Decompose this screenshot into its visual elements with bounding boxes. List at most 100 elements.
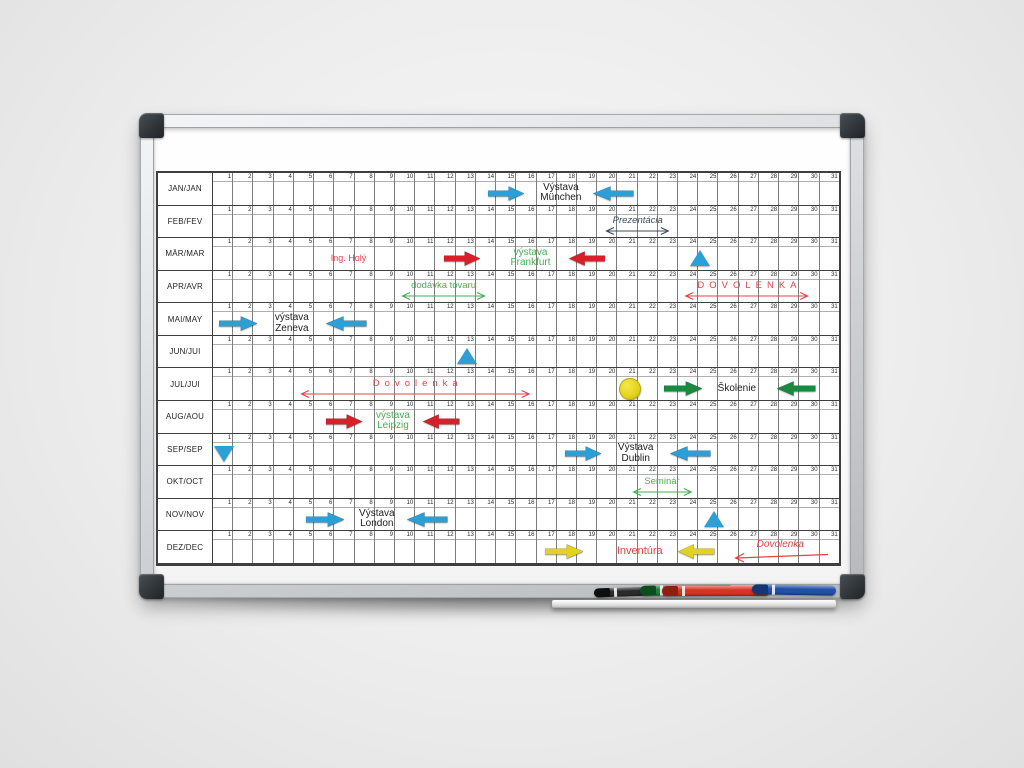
day-cell: 21 [617,433,638,466]
day-cell: 17 [536,335,557,368]
day-number: 7 [334,499,354,508]
day-number: 1 [213,466,233,476]
day-number: 28 [758,499,779,508]
day-cell: 2 [233,303,254,335]
day-cell: 26 [718,433,739,466]
day-number: 26 [718,531,738,541]
whiteboard-surface: JAN/JAN 1 2 3 4 5 6 7 8 9 10 11 12 13 14 15 16 17 18 19 20 21… [154,128,850,584]
day-number: 1 [213,499,233,508]
day-number: 16 [516,303,536,313]
day-cell: 25 [698,270,719,303]
day-cell: 6 [314,498,335,531]
day-cell: 1 [213,335,234,368]
day-cell: 31 [819,238,839,270]
day-cell: 13 [455,270,476,303]
day-cell: 14 [475,531,497,563]
day-cell: 2 [233,238,254,270]
day-cell: 16 [516,238,537,270]
day-cell: 20 [597,531,618,563]
day-cell: 30 [799,466,820,498]
day-number: 9 [374,238,394,248]
day-cell: 10 [394,238,416,270]
day-number: 21 [617,173,637,182]
day-cell: 9 [374,205,395,238]
day-number: 17 [536,434,556,443]
day-cell: 19 [576,173,598,205]
day-cell: 21 [617,205,638,238]
day-number: 28 [758,401,779,411]
day-columns: 1 2 3 4 5 6 7 8 9 10 11 12 13 14 15 16 17 18 19 20 21 22 23 24 2… [213,368,839,401]
day-cell: 7 [334,335,355,368]
day-number: 6 [314,434,334,443]
day-cell: 29 [779,531,800,563]
day-number: 25 [698,303,718,313]
day-cell: 2 [233,498,254,531]
day-cell: 22 [637,466,658,498]
day-number: 21 [617,206,637,215]
day-cell: 29 [779,335,800,368]
day-cell: 30 [799,303,820,335]
day-cell: 28 [758,335,780,368]
day-cell: 30 [799,498,820,531]
day-cell: 19 [576,270,598,303]
day-cell: 30 [799,335,820,368]
day-cell: 25 [698,433,719,466]
day-number: 16 [516,531,536,541]
day-cell: 16 [516,368,537,401]
day-cell: 8 [354,238,375,270]
day-cell: 23 [657,368,679,401]
day-number: 23 [657,466,678,476]
day-number: 14 [475,271,496,280]
day-number: 30 [799,466,819,476]
day-cell: 11 [415,433,436,466]
day-cell: 14 [475,401,497,433]
day-cell: 8 [354,368,375,401]
month-row: AUG/AOU 1 2 3 4 5 6 7 8 9 10 11 12 13 14 15 16 17 18 19 20 21… [158,401,839,434]
day-cell: 10 [394,270,416,303]
day-number: 1 [213,173,233,182]
day-cell: 26 [718,270,739,303]
marker-ring [682,586,685,596]
month-label: JUL/JUI [158,368,213,401]
day-cell: 28 [758,433,780,466]
day-cell: 31 [819,401,839,433]
day-number: 29 [779,466,799,476]
day-number: 21 [617,238,637,248]
day-cell: 15 [496,368,517,401]
day-number: 28 [758,336,779,345]
day-number: 19 [576,303,597,313]
day-cell: 27 [738,401,759,433]
day-number: 10 [394,271,415,280]
day-cell: 15 [496,205,517,238]
day-cell: 19 [576,401,598,433]
day-number: 2 [233,206,253,215]
day-cell: 17 [536,401,557,433]
day-number: 22 [637,336,657,345]
day-cell: 7 [334,173,355,205]
day-cell: 9 [374,335,395,368]
day-number: 16 [516,173,536,182]
day-cell: 28 [758,368,780,401]
day-number: 9 [374,271,394,280]
day-cell: 9 [374,368,395,401]
day-cell: 2 [233,205,254,238]
day-number: 20 [597,336,617,345]
day-number: 13 [455,434,475,443]
day-cell: 10 [394,498,416,531]
day-cell: 3 [253,466,274,498]
day-number: 3 [253,206,273,215]
day-number: 16 [516,271,536,280]
day-cell: 5 [293,401,315,433]
day-number: 18 [556,173,576,182]
corner-cap-top-left [139,113,164,138]
day-number: 19 [576,206,597,215]
day-cell: 5 [293,205,315,238]
day-cell: 9 [374,433,395,466]
day-cell: 15 [496,401,517,433]
day-cell: 18 [556,498,577,531]
day-cell: 26 [718,238,739,270]
day-number: 26 [718,466,738,476]
marker-cap [639,585,657,596]
day-cell: 11 [415,270,436,303]
